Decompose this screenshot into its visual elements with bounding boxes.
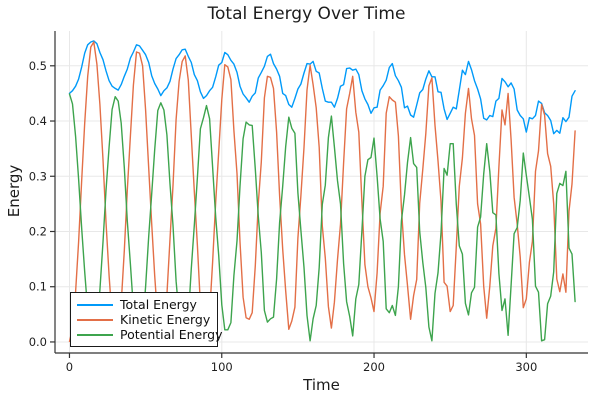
legend-label: Total Energy (120, 297, 197, 312)
y-tick-label: 0.1 (29, 280, 47, 294)
legend-item: Total Energy (77, 297, 211, 312)
legend-item: Potential Energy (77, 327, 223, 342)
y-tick-label: 0.0 (29, 335, 47, 349)
series-line-total-energy (68, 40, 576, 135)
x-tick-label: 100 (211, 360, 233, 374)
x-tick-label: 0 (66, 360, 73, 374)
legend-line-sample (77, 303, 113, 306)
y-tick-label: 0.5 (29, 59, 47, 73)
x-tick-label: 300 (515, 360, 537, 374)
x-axis-label: Time (303, 376, 340, 394)
y-tick-label: 0.3 (29, 169, 47, 183)
legend-line-sample (77, 318, 113, 321)
legend-label: Kinetic Energy (120, 312, 211, 327)
legend-item: Kinetic Energy (77, 312, 211, 327)
series-line-potential-energy (68, 93, 576, 342)
y-tick-label: 0.2 (29, 224, 47, 238)
legend-line-sample (77, 333, 113, 336)
x-tick-label: 200 (363, 360, 385, 374)
legend: Total Energy Kinetic Energy Potential En… (70, 292, 223, 347)
legend-label: Potential Energy (120, 327, 223, 342)
chart-title: Total Energy Over Time (207, 4, 406, 24)
y-tick-label: 0.4 (29, 114, 47, 128)
series-line-kinetic-energy (68, 41, 576, 343)
